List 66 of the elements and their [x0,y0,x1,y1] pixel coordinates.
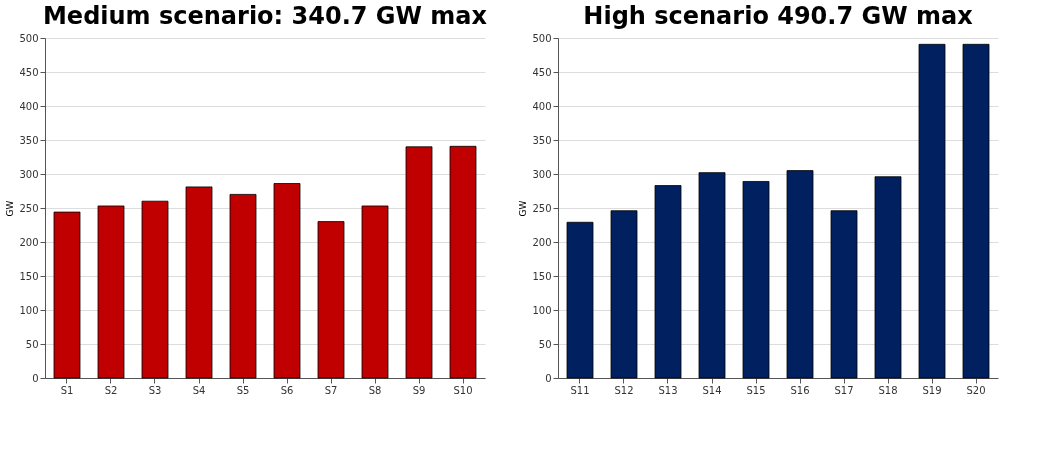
x-tick-label: S4 [192,384,206,396]
y-tick-label: 0 [545,372,552,384]
x-tick-label: S7 [324,384,338,396]
bar [742,181,770,379]
y-tick-label: 450 [532,66,552,78]
bar [229,194,257,379]
y-tick-label: 150 [532,270,552,282]
x-tick-label: S9 [412,384,426,396]
bar [654,185,682,379]
bar [97,205,125,379]
bar [185,186,213,379]
y-tick-label: 350 [19,134,39,146]
bar [53,211,81,379]
y-tick-label: 200 [532,236,552,248]
bar [874,176,902,379]
x-tick-label: S10 [453,384,473,396]
x-tick-label: S1 [60,384,74,396]
bar [830,210,858,379]
x-tick-label: S5 [236,384,250,396]
x-tick-label: S16 [790,384,810,396]
bar [361,205,389,379]
bar [698,172,726,379]
x-tick-label: S17 [834,384,854,396]
y-axis-title: GW [518,200,529,217]
bar [918,43,946,379]
x-tick-label: S11 [570,384,590,396]
x-tick-label: S19 [922,384,942,396]
bar [610,210,638,379]
x-tick-label: S14 [702,384,722,396]
bar [273,183,301,379]
bar [962,43,990,379]
x-tick-label: S20 [966,384,986,396]
x-tick-label: S12 [614,384,634,396]
y-tick-label: 0 [32,372,39,384]
chart-title: High scenario 490.7 GW max [583,2,974,30]
y-tick-label: 450 [19,66,39,78]
y-tick-label: 50 [538,338,552,350]
y-tick-label: 150 [19,270,39,282]
y-tick-label: 300 [532,168,552,180]
y-tick-label: 300 [19,168,39,180]
y-tick-label: 400 [19,100,39,112]
y-tick-label: 100 [19,304,39,316]
bar [141,200,169,379]
y-tick-label: 250 [532,202,552,214]
x-tick-label: S3 [148,384,162,396]
y-tick-label: 500 [532,32,552,44]
bar [405,146,433,379]
y-tick-label: 100 [532,304,552,316]
bar [786,170,814,379]
x-tick-label: S6 [280,384,294,396]
bar [317,221,345,379]
y-tick-label: 500 [19,32,39,44]
x-tick-label: S8 [368,384,382,396]
bar [449,145,477,379]
chart-title: Medium scenario: 340.7 GW max [42,2,488,30]
y-tick-label: 200 [19,236,39,248]
y-tick-label: 400 [532,100,552,112]
bar [566,221,594,379]
y-tick-label: 50 [25,338,39,350]
x-tick-label: S15 [746,384,766,396]
x-tick-label: S2 [104,384,118,396]
y-axis-title: GW [5,200,16,217]
y-tick-label: 250 [19,202,39,214]
y-tick-label: 350 [532,134,552,146]
x-tick-label: S13 [658,384,678,396]
x-tick-label: S18 [878,384,898,396]
